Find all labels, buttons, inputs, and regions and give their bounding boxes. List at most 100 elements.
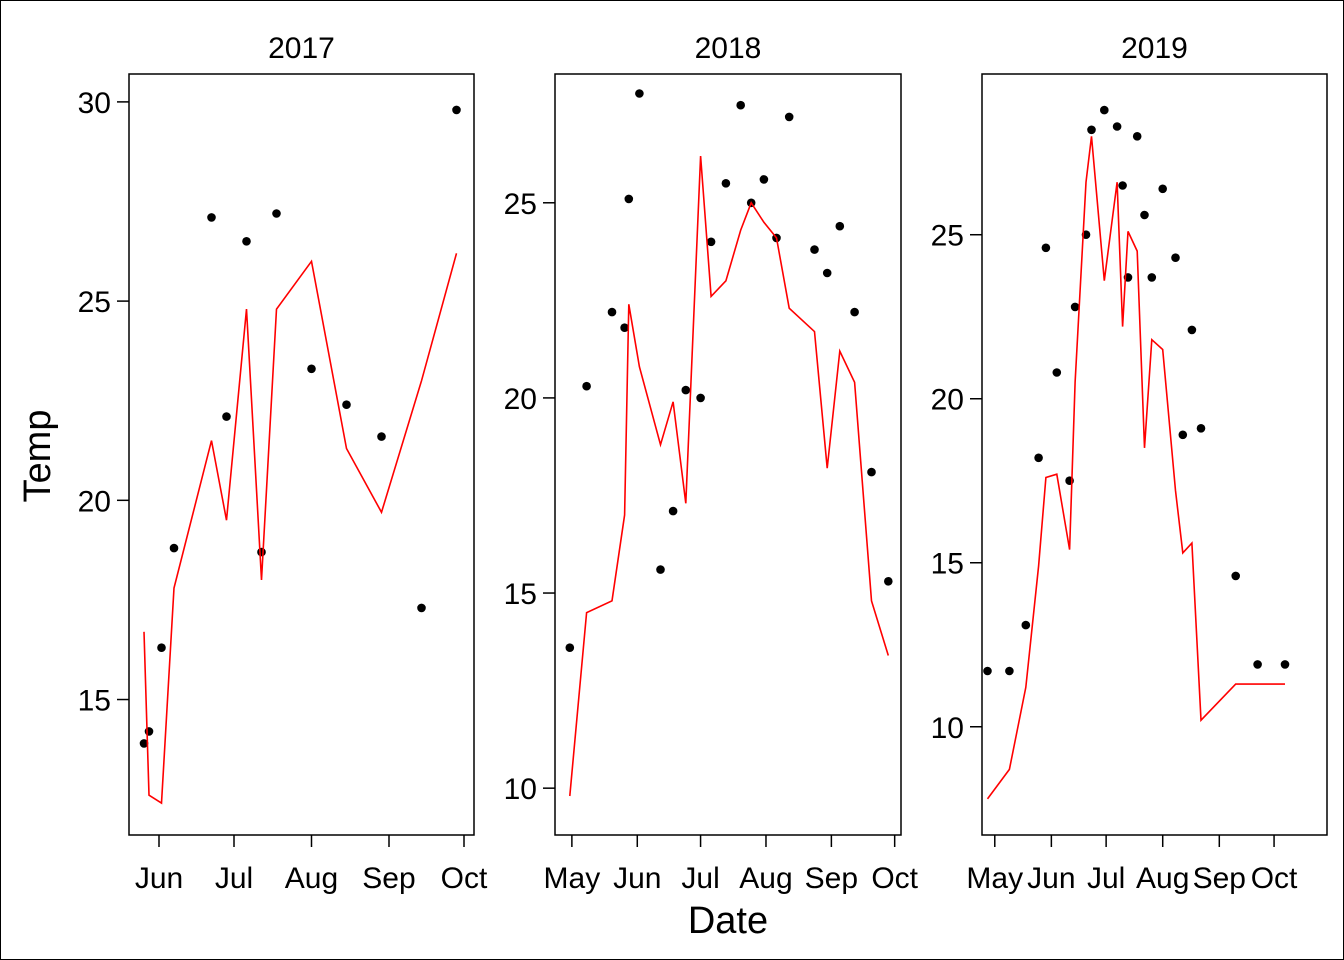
y-tick-label: 20 xyxy=(78,485,111,518)
x-tick-label: Oct xyxy=(1251,862,1298,895)
x-tick-label: Jun xyxy=(135,862,183,895)
data-point xyxy=(635,89,644,98)
data-point xyxy=(1132,132,1142,141)
data-point xyxy=(884,577,893,586)
data-point xyxy=(696,393,705,403)
data-point xyxy=(242,237,251,246)
data-point xyxy=(656,565,665,574)
data-point xyxy=(1196,424,1206,433)
data-point xyxy=(169,543,179,553)
data-point xyxy=(1021,620,1031,630)
data-point xyxy=(1140,210,1149,220)
data-point xyxy=(157,643,166,652)
data-point xyxy=(850,307,859,317)
data-point xyxy=(706,237,716,247)
data-point xyxy=(624,194,634,204)
panel-2018: 2018 10 15 20 25 May Jun Jul Aug Sep Oct xyxy=(504,32,919,895)
series-line xyxy=(143,253,458,805)
x-tick-label: Aug xyxy=(285,862,338,895)
data-point xyxy=(1280,660,1290,669)
data-point xyxy=(607,307,617,317)
data-point xyxy=(721,179,731,188)
data-point xyxy=(565,643,575,652)
y-tick-label: 15 xyxy=(78,685,111,718)
data-point xyxy=(822,268,832,278)
x-tick-label: May xyxy=(966,862,1023,895)
y-tick-label: 30 xyxy=(78,87,111,120)
data-point xyxy=(144,727,154,736)
data-point xyxy=(452,105,461,115)
panel-title: 2018 xyxy=(695,32,762,65)
data-point xyxy=(1253,660,1262,669)
panel-frame xyxy=(554,73,902,836)
data-point xyxy=(1178,430,1188,440)
data-point xyxy=(139,739,149,748)
data-point xyxy=(342,400,351,410)
panel-title: 2019 xyxy=(1121,32,1188,65)
data-point xyxy=(835,221,845,231)
y-tick-label: 15 xyxy=(931,548,964,581)
panel-frame xyxy=(981,73,1328,836)
data-point xyxy=(1187,325,1197,335)
data-point xyxy=(784,112,794,122)
data-point xyxy=(759,175,769,184)
data-point xyxy=(810,245,819,254)
data-point xyxy=(1231,571,1240,581)
data-point xyxy=(1158,184,1167,194)
panel-title: 2017 xyxy=(268,32,335,65)
data-point xyxy=(1034,453,1043,463)
panel-2019: 2019 10 15 20 25 May Jun Jul Aug Sep Oct xyxy=(931,32,1328,895)
x-tick-label: Aug xyxy=(1136,862,1189,895)
data-point xyxy=(307,364,316,374)
x-tick-label: Oct xyxy=(441,862,488,895)
y-axis-label: Temp xyxy=(17,410,59,503)
data-point xyxy=(1070,302,1080,312)
data-point xyxy=(681,385,691,395)
x-tick-label: May xyxy=(544,862,601,895)
x-tick-label: Jul xyxy=(1087,862,1125,895)
y-tick-label: 10 xyxy=(931,712,964,745)
x-tick-label: Sep xyxy=(1193,862,1246,895)
data-point xyxy=(272,209,281,218)
data-point xyxy=(257,547,266,557)
data-point xyxy=(1052,368,1062,377)
data-point xyxy=(417,603,426,613)
data-point xyxy=(1147,273,1157,282)
x-tick-label: Sep xyxy=(805,862,858,895)
x-tick-label: Jul xyxy=(681,862,719,895)
y-tick-label: 25 xyxy=(931,220,964,253)
data-point xyxy=(867,467,876,477)
data-point xyxy=(1041,243,1051,253)
x-axis-label: Date xyxy=(688,900,768,942)
data-point xyxy=(1087,125,1096,135)
y-tick-label: 20 xyxy=(931,384,964,417)
data-point xyxy=(620,323,629,333)
y-tick-label: 20 xyxy=(504,383,537,416)
x-tick-label: Aug xyxy=(739,862,792,895)
data-point xyxy=(207,213,216,222)
data-point xyxy=(1005,666,1014,676)
data-point xyxy=(983,666,992,676)
data-point xyxy=(668,506,678,516)
series-line xyxy=(986,136,1285,800)
data-point xyxy=(736,100,745,110)
panel-frame xyxy=(128,73,475,836)
data-point xyxy=(222,412,231,421)
y-tick-label: 10 xyxy=(504,773,537,806)
data-point xyxy=(1171,253,1180,262)
series-line xyxy=(569,155,890,797)
y-tick-label: 25 xyxy=(504,188,537,221)
y-tick-label: 25 xyxy=(78,286,111,319)
y-tick-label: 15 xyxy=(504,578,537,611)
data-point xyxy=(377,432,386,441)
x-tick-label: Jun xyxy=(613,862,661,895)
x-tick-label: Jun xyxy=(1027,862,1075,895)
x-tick-label: Jul xyxy=(215,862,253,895)
x-tick-label: Sep xyxy=(362,862,415,895)
data-point xyxy=(1118,181,1127,190)
data-point xyxy=(1100,105,1109,115)
data-point xyxy=(1112,122,1122,131)
